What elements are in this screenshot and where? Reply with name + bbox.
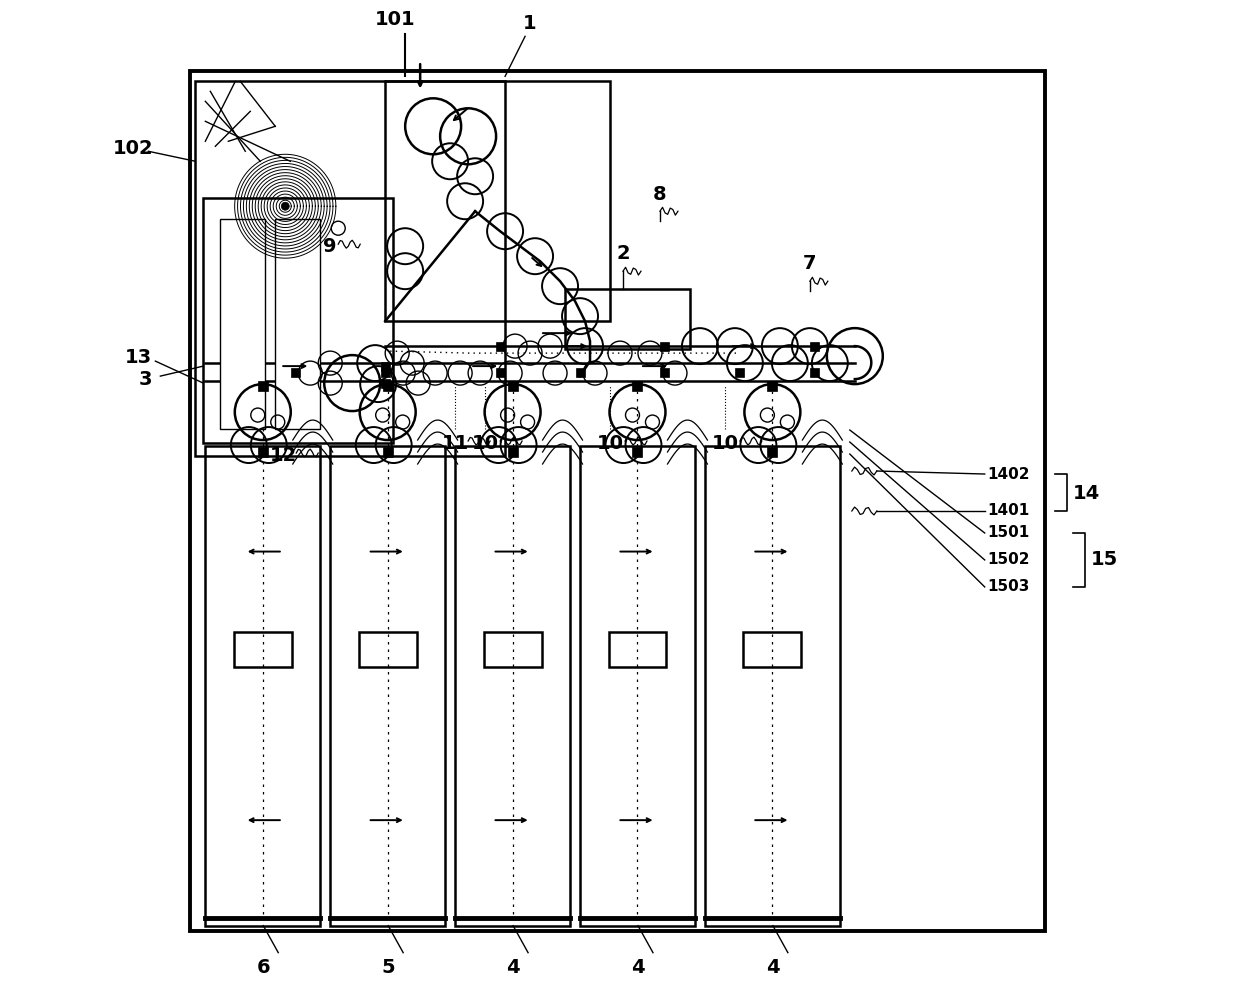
Text: 102: 102 xyxy=(113,138,154,157)
Text: 13: 13 xyxy=(125,348,153,367)
Text: 10: 10 xyxy=(596,434,624,453)
Bar xyxy=(507,381,517,391)
Text: 2: 2 xyxy=(616,244,630,264)
Bar xyxy=(275,219,320,429)
Bar xyxy=(258,381,268,391)
Bar xyxy=(704,446,839,926)
Text: 4: 4 xyxy=(766,958,780,977)
Text: 11: 11 xyxy=(441,434,469,453)
Bar xyxy=(575,368,584,377)
Text: 10: 10 xyxy=(712,434,738,453)
Bar xyxy=(203,198,393,443)
Bar xyxy=(383,447,393,457)
Bar xyxy=(484,631,542,666)
Bar xyxy=(811,342,820,351)
Bar xyxy=(496,368,505,377)
Text: 1402: 1402 xyxy=(988,467,1030,482)
Text: 14: 14 xyxy=(1073,484,1100,503)
Bar xyxy=(383,381,393,391)
Text: 4: 4 xyxy=(506,958,520,977)
Bar xyxy=(768,381,777,391)
Bar xyxy=(632,447,642,457)
Bar xyxy=(811,368,820,377)
Bar xyxy=(565,290,689,349)
Bar xyxy=(386,81,610,321)
Bar xyxy=(381,362,389,371)
Text: 5: 5 xyxy=(382,958,396,977)
Bar xyxy=(330,446,445,926)
Bar xyxy=(196,81,505,456)
Text: 101: 101 xyxy=(374,10,415,29)
Bar xyxy=(632,381,642,391)
Bar xyxy=(206,446,320,926)
Text: 6: 6 xyxy=(257,958,270,977)
Text: 9: 9 xyxy=(324,236,337,256)
Bar xyxy=(455,446,570,926)
Bar xyxy=(744,631,801,666)
Text: 1: 1 xyxy=(523,14,537,33)
Text: 1401: 1401 xyxy=(988,503,1030,518)
Text: 7: 7 xyxy=(804,255,817,274)
Bar xyxy=(768,447,777,457)
Bar xyxy=(580,446,694,926)
Bar xyxy=(234,631,291,666)
Text: 12: 12 xyxy=(269,446,296,465)
Bar xyxy=(221,219,265,429)
Bar xyxy=(735,368,744,377)
Circle shape xyxy=(281,202,289,210)
Bar xyxy=(258,447,268,457)
Text: 1502: 1502 xyxy=(988,552,1030,567)
Text: 10: 10 xyxy=(471,434,498,453)
Text: 1501: 1501 xyxy=(988,525,1030,540)
Bar xyxy=(609,631,666,666)
Bar xyxy=(496,342,505,351)
Text: 3: 3 xyxy=(139,370,153,389)
Bar xyxy=(358,631,417,666)
Text: 4: 4 xyxy=(631,958,645,977)
Bar xyxy=(381,379,389,388)
Bar xyxy=(507,447,517,457)
Bar xyxy=(661,368,670,377)
Bar xyxy=(190,71,1044,931)
Text: 1503: 1503 xyxy=(988,579,1030,594)
Bar xyxy=(290,368,300,377)
Bar xyxy=(661,342,670,351)
Bar xyxy=(381,368,389,377)
Text: 8: 8 xyxy=(653,185,667,204)
Text: 15: 15 xyxy=(1091,550,1118,569)
